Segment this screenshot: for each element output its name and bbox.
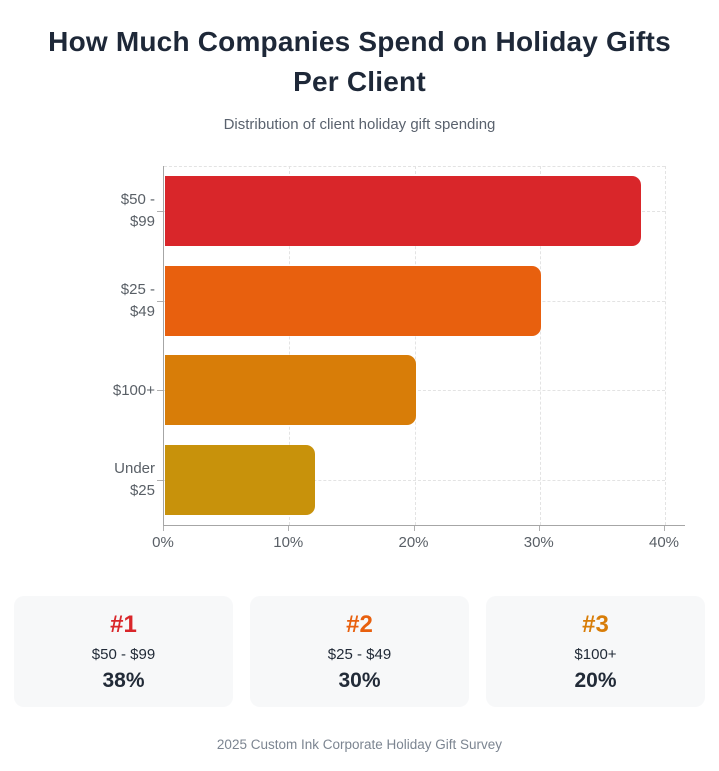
rank-card-2: #2 $25 - $49 30% [250, 596, 469, 707]
page-title: How Much Companies Spend on Holiday Gift… [48, 26, 671, 98]
bar--50-99 [165, 175, 641, 246]
x-axis-tick-label: 20% [398, 534, 429, 551]
y-axis-tick [157, 390, 163, 392]
gridline-vertical [539, 166, 541, 525]
gridline-vertical [665, 166, 666, 525]
y-axis-tick [157, 480, 163, 482]
bar-chart: 0% 10% 20% 30% 40% $50 - $99 $25 - $49 $100+ Und… [112, 166, 685, 551]
y-axis-category-label: $100+ [112, 381, 155, 399]
gridline-vertical [414, 166, 416, 525]
bar-under-25 [165, 445, 316, 516]
y-axis-category-label: $25 - $49 [120, 280, 155, 320]
rank-card-percent: 38% [102, 668, 145, 692]
rank-card-number: #1 [110, 611, 137, 639]
rank-card-3: #3 $100+ 20% [486, 596, 705, 707]
x-axis-tick [538, 526, 540, 531]
y-axis-category-label: $50 - $99 [120, 191, 155, 230]
x-axis-tick [163, 526, 164, 531]
rank-card-range: $25 - $49 [327, 645, 392, 663]
x-axis-tick-label: 40% [648, 534, 680, 551]
chart-header: How Much Companies Spend on Holiday Gift… [0, 22, 719, 133]
y-axis-tick [157, 300, 163, 302]
x-axis-tick-label: 10% [273, 534, 304, 551]
rank-card-1: #1 $50 - $99 38% [14, 596, 233, 707]
x-axis-tick [288, 526, 290, 531]
x-axis-tick-label: 30% [523, 534, 554, 551]
rank-cards-row: #1 $50 - $99 38% #2 $25 - $49 30% #3 $100+ 20% [14, 596, 705, 707]
plot-area [163, 166, 685, 526]
gridline-vertical [289, 166, 291, 525]
rank-card-number: #2 [346, 611, 373, 639]
y-axis-tick [157, 210, 163, 212]
source-caption: 2025 Custom Ink Corporate Holiday Gift S… [216, 737, 503, 752]
x-axis-tick-label: 0% [152, 534, 174, 551]
rank-card-range: $50 - $99 [91, 645, 156, 663]
bar--25-49 [165, 265, 541, 336]
rank-card-percent: 20% [574, 668, 617, 692]
y-axis-category-label: Under $25 [114, 460, 155, 500]
gridline-horizontal [164, 480, 665, 482]
rank-card-number: #3 [582, 611, 609, 639]
x-axis-tick [413, 526, 415, 531]
rank-card-percent: 30% [338, 668, 381, 692]
chart-subtitle: Distribution of client holiday gift spen… [223, 116, 496, 134]
bar--100- [165, 355, 416, 426]
rank-card-range: $100+ [574, 645, 617, 663]
x-axis-tick [664, 526, 665, 531]
